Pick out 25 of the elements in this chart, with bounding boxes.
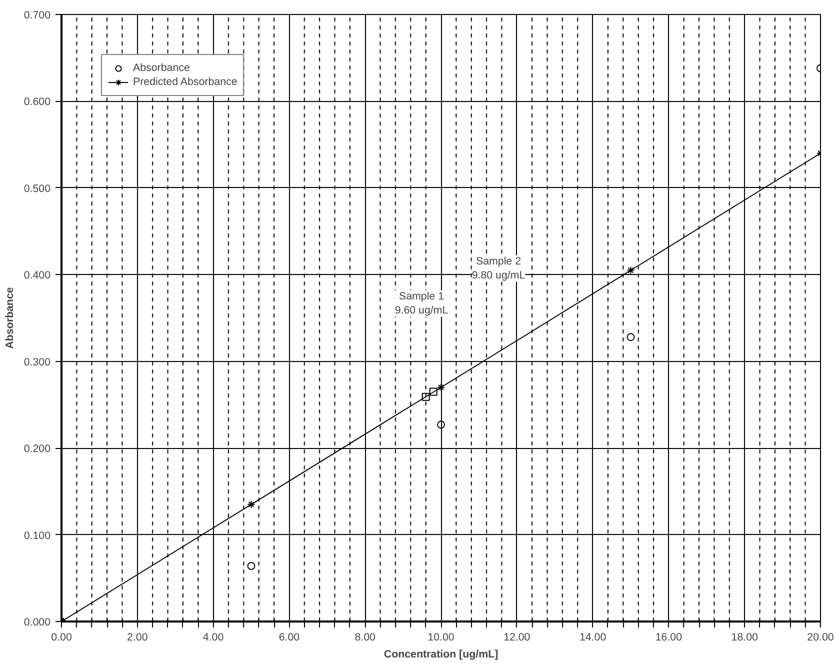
x-tick-label: 16.00	[655, 632, 682, 644]
y-tick-label: 0.300	[24, 356, 51, 368]
x-tick-label: 18.00	[731, 632, 758, 644]
x-tick-label: 14.00	[579, 632, 606, 644]
y-tick-label: 0.700	[24, 10, 51, 22]
x-tick-label: 0.00	[51, 632, 72, 644]
y-axis-title: Absorbance	[4, 287, 16, 349]
x-tick-label: 20.00	[807, 632, 834, 644]
y-tick-label: 0.200	[24, 443, 51, 456]
x-tick-label: 4.00	[202, 632, 224, 644]
x-axis-title: Concentration [ug/mL]	[384, 648, 498, 660]
y-tick-label: 0.400	[24, 270, 51, 282]
x-tick-label: 2.00	[127, 632, 148, 644]
y-tick-label: 0.100	[24, 530, 51, 542]
legend-label: Predicted Absorbance	[133, 75, 238, 89]
y-tick-label: 0.600	[24, 96, 51, 108]
legend-label: Absorbance	[133, 61, 190, 75]
annotation: Sample 2 9.80 ug/mL	[472, 255, 526, 282]
x-tick-label: 6.00	[278, 632, 300, 644]
annotation: Sample 1 9.60 ug/mL	[394, 290, 448, 317]
y-tick-label: 0.500	[24, 182, 51, 195]
x-tick-label: 10.00	[428, 632, 454, 644]
x-tick-label: 8.00	[354, 632, 376, 644]
y-tick-label: 0.000	[24, 616, 51, 628]
x-tick-label: 12.00	[504, 632, 530, 644]
